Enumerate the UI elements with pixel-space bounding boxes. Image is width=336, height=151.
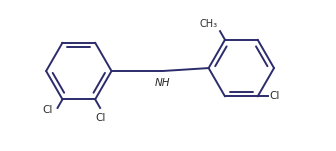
Text: NH: NH: [154, 78, 170, 88]
Text: Cl: Cl: [42, 105, 52, 115]
Text: Cl: Cl: [269, 91, 280, 101]
Text: CH₃: CH₃: [200, 19, 218, 29]
Text: Cl: Cl: [95, 113, 105, 123]
